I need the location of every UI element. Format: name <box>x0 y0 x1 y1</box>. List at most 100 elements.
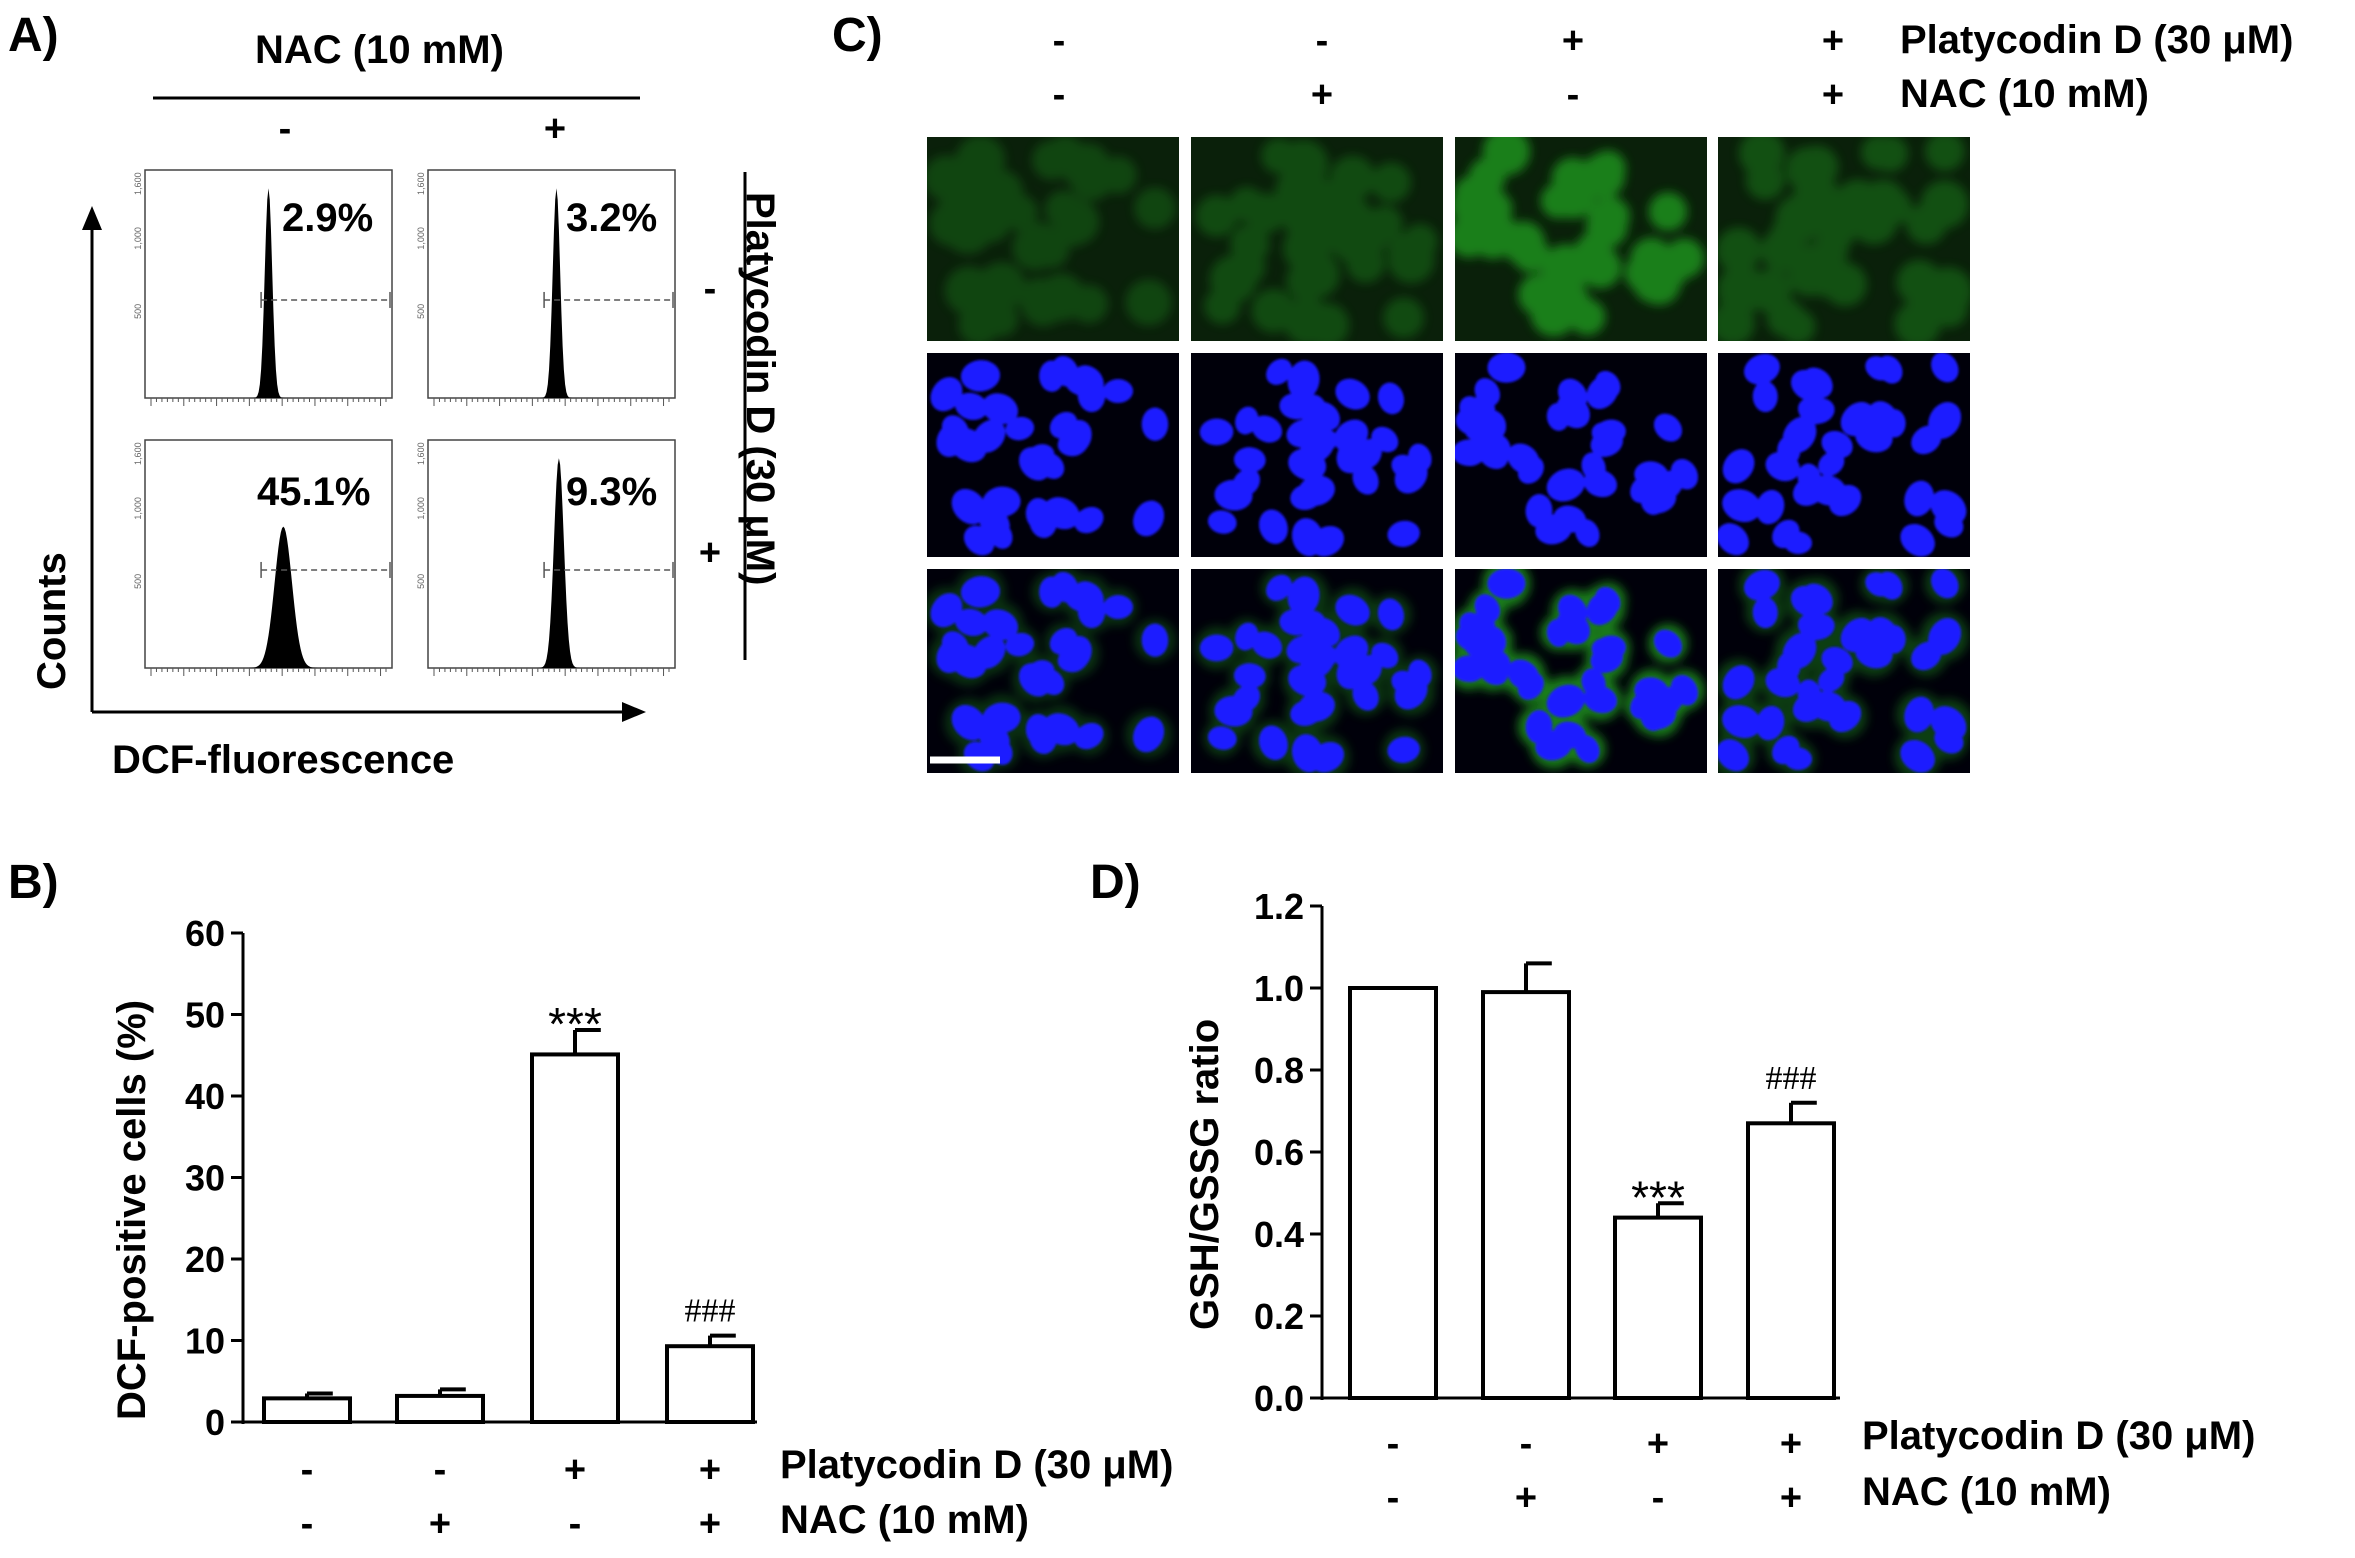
nucleus <box>1821 430 1853 459</box>
nucleus <box>1653 629 1683 658</box>
pd-condition-sign: - <box>434 1449 447 1491</box>
nucleus <box>1931 569 1959 599</box>
dcf-cell <box>1125 279 1172 326</box>
nucleus <box>1018 447 1051 481</box>
pd-condition-sign: - <box>1387 1423 1400 1465</box>
dcf-cell <box>1518 273 1560 316</box>
nucleus <box>1217 696 1253 725</box>
dcf-cell <box>1569 298 1606 336</box>
nucleus <box>1821 646 1853 675</box>
nucleus <box>1575 734 1600 763</box>
nucleus <box>1546 403 1570 431</box>
dcf-cell <box>960 139 997 176</box>
nucleus <box>1546 468 1586 502</box>
nucleus <box>1790 585 1826 618</box>
histogram-y-tick: 1,000 <box>416 497 426 520</box>
nac-condition-sign: - <box>301 1503 314 1545</box>
y-tick-label: 0.2 <box>1254 1296 1304 1337</box>
panel-label-a: A) <box>8 9 59 62</box>
nucleus <box>1258 725 1288 761</box>
histogram-peak <box>145 526 392 668</box>
bar <box>1613 1215 1703 1400</box>
nucleus <box>1840 617 1875 653</box>
nucleus <box>1474 594 1501 623</box>
nucleus <box>1352 464 1379 495</box>
pd-condition-sign: - <box>1520 1423 1533 1465</box>
nucleus <box>1654 470 1684 500</box>
panel-d-nac-label: NAC (10 mM) <box>1862 1470 2111 1514</box>
nucleus <box>1266 574 1292 601</box>
dcf-cell <box>1780 309 1816 341</box>
nucleus <box>1251 415 1283 443</box>
dcf-cell <box>1770 216 1807 253</box>
nucleus <box>1722 665 1755 700</box>
nucleus <box>1335 378 1370 410</box>
dcf-cell <box>927 155 970 201</box>
nucleus <box>1473 647 1511 678</box>
dcf-cell <box>966 197 1012 243</box>
bar <box>665 1344 755 1424</box>
nucleus <box>1199 418 1234 446</box>
nucleus <box>1790 369 1826 402</box>
nucleus <box>1039 360 1065 392</box>
nucleus <box>972 635 1006 669</box>
nucleus <box>1546 619 1570 647</box>
dcf-cell <box>1718 264 1767 315</box>
nucleus <box>1900 523 1935 557</box>
bar <box>1481 990 1571 1400</box>
histogram-y-tick: 1,000 <box>133 227 143 250</box>
nucleus <box>964 361 994 386</box>
nucleus <box>1057 433 1087 457</box>
y-tick-label: 0 <box>205 1402 225 1443</box>
significance-annotation: *** <box>1631 1171 1685 1223</box>
histogram-y-tick: 500 <box>133 574 143 589</box>
significance-annotation: ### <box>1766 1060 1817 1097</box>
nucleus <box>1575 518 1600 547</box>
y-tick-label: 0.0 <box>1254 1378 1304 1419</box>
nucleus <box>1487 353 1526 383</box>
dcf-cell <box>1579 246 1622 289</box>
nucleus <box>1783 747 1813 771</box>
panel-c-nac-sign-2: + <box>1310 74 1334 116</box>
bar <box>1348 986 1438 1400</box>
dcf-cell <box>1305 180 1346 221</box>
dcf-cell <box>1871 137 1909 173</box>
panel-a-nac-sign-minus: - <box>278 108 292 150</box>
nucleus <box>1005 632 1035 657</box>
pd-condition-sign: - <box>301 1449 314 1491</box>
dcf-cell <box>1624 253 1663 292</box>
panel-b-pd-label: Platycodin D (30 μM) <box>780 1443 1174 1487</box>
significance-annotation: *** <box>548 998 602 1050</box>
nucleus <box>1288 448 1327 481</box>
nucleus <box>1590 644 1624 673</box>
nucleus <box>1251 631 1283 659</box>
panel-c-nac-sign-4: + <box>1821 74 1845 116</box>
nucleus <box>1199 634 1234 662</box>
panel-label-c: C) <box>832 9 883 62</box>
y-tick-label: 20 <box>185 1239 225 1280</box>
dcf-cell <box>1540 183 1576 219</box>
nucleus <box>1797 397 1828 425</box>
dcf-cell <box>1896 259 1942 306</box>
dcf-cell <box>1823 262 1868 307</box>
nucleus <box>930 377 963 412</box>
nucleus <box>1333 419 1369 453</box>
nucleus <box>1042 713 1080 746</box>
nucleus <box>1310 401 1340 431</box>
nucleus <box>1394 458 1428 494</box>
nucleus <box>1279 393 1313 420</box>
nucleus <box>951 488 987 525</box>
nucleus <box>964 577 994 602</box>
nucleus <box>982 609 1019 641</box>
nucleus <box>1057 649 1087 673</box>
dcf-cell <box>1195 194 1238 237</box>
nucleus <box>1840 401 1875 437</box>
nucleus <box>1590 428 1624 457</box>
nucleus <box>982 702 1021 734</box>
chart-panel-d: 0.0 0.2 0.4 0.6 0.8 1.0 1.2 - - - + *** + - ### + + <box>1254 886 1840 1519</box>
histogram-y-tick: 1,000 <box>416 227 426 250</box>
nucleus <box>1877 571 1903 600</box>
dcf-cell <box>1054 210 1091 247</box>
histogram-y-tick: 1,600 <box>133 172 143 195</box>
